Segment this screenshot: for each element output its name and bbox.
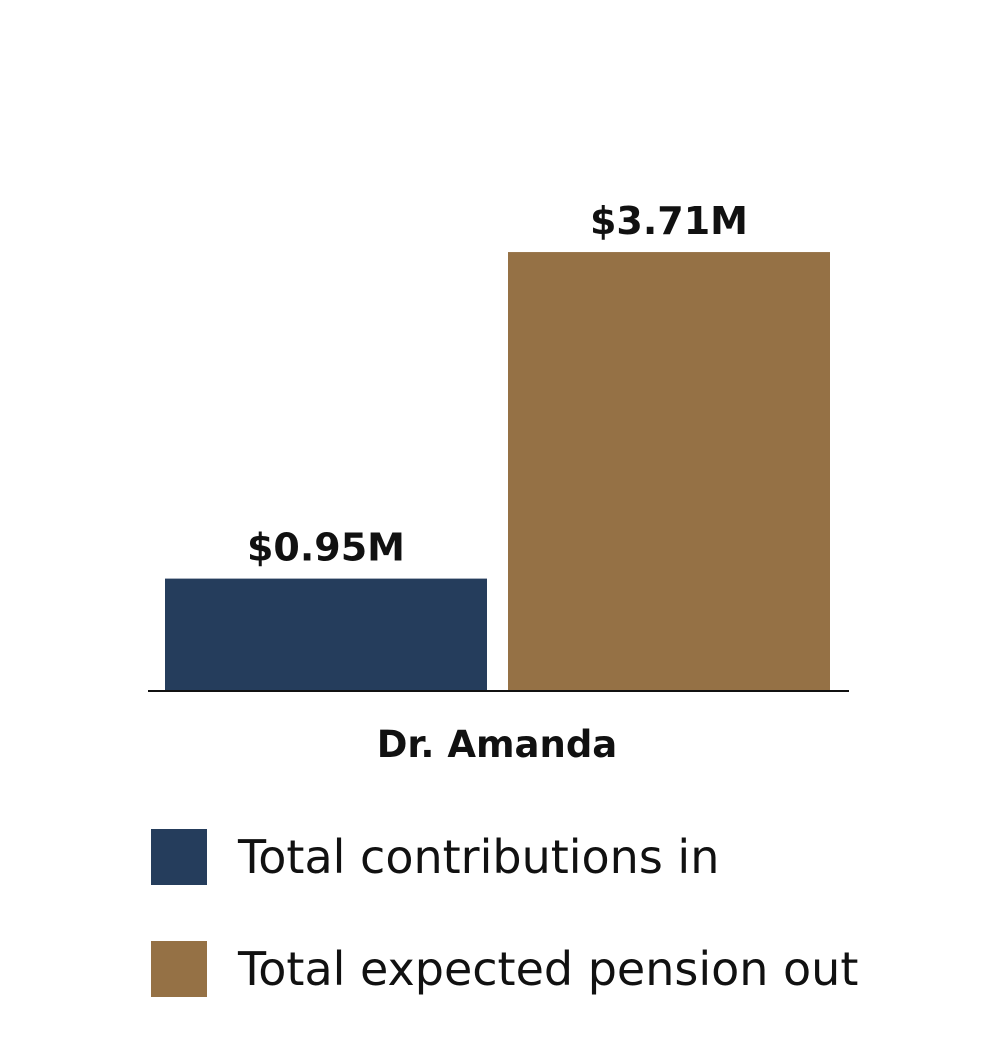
legend: Total contributions in Total expected pe… [151, 829, 858, 997]
legend-swatch-pension [151, 941, 207, 997]
data-labels-layer: $0.95M $3.71M [247, 199, 748, 570]
legend-swatch-contributions [151, 829, 207, 885]
x-category-label: Dr. Amanda [377, 723, 618, 766]
data-label-pension: $3.71M [590, 199, 748, 243]
data-label-contributions: $0.95M [247, 526, 405, 570]
bars-layer [165, 252, 830, 691]
legend-label-contributions: Total contributions in [237, 830, 719, 884]
bar-contributions [165, 578, 487, 691]
legend-label-pension: Total expected pension out [237, 942, 858, 996]
bar-pension [508, 252, 830, 691]
